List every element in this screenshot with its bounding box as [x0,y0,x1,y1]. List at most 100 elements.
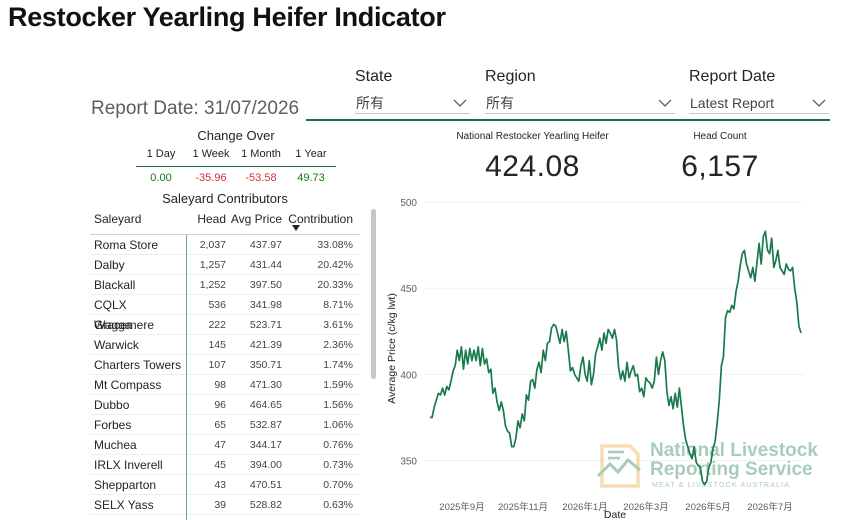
change-value-1-day: 0.00 [150,172,172,184]
head-count-cell: 222 [208,319,226,331]
saleyard-contributors-title: Saleyard Contributors [162,191,288,206]
report-date-filter[interactable]: Report Date Latest Report [689,68,829,114]
contribution-cell: 0.73% [323,459,353,471]
column-header-head[interactable]: Head [197,212,226,226]
y-tick-label: 350 [400,457,417,468]
contribution-cell: 33.08% [317,239,353,251]
table-row[interactable]: Mt Compass 98 471.30 1.59% [90,375,360,395]
y-tick-label: 400 [400,370,417,381]
saleyard-name-cell: Roma Store [94,238,159,252]
x-tick-label: 2025年11月 [498,501,548,513]
state-dropdown-value: 所有 [356,95,384,111]
column-header-avg-price[interactable]: Avg Price [230,212,282,226]
contribution-cell: 0.76% [323,439,353,451]
change-over-title: Change Over [197,128,275,143]
saleyard-name-cell: CQLX Gracemere [94,298,155,332]
head-count-cell: 1,257 [199,259,226,271]
table-row[interactable]: Wagga 222 523.71 3.61% [90,315,360,335]
avg-price-cell: 394.00 [249,459,282,471]
chevron-down-icon [812,94,826,108]
report-date-filter-label: Report Date [689,68,776,85]
avg-price-cell: 470.51 [249,479,282,491]
table-row[interactable]: SELX Yass 39 528.82 0.63% [90,495,360,515]
contribution-cell: 2.36% [323,339,353,351]
nlrs-logo-icon [596,444,641,488]
chevron-down-icon [658,94,672,108]
contribution-cell: 8.71% [323,299,353,311]
saleyard-name-cell: Dalby [94,258,125,272]
table-row[interactable]: Charters Towers 107 350.71 1.74% [90,355,360,375]
avg-price-cell: 431.44 [249,259,282,271]
avg-price-cell: 464.65 [249,399,282,411]
head-count-cell: 98 [214,379,226,391]
y-tick-label: 450 [400,284,417,295]
column-header-saleyard[interactable]: Saleyard [94,212,142,226]
contribution-cell: 1.06% [323,419,353,431]
head-count-cell: 1,252 [199,279,226,291]
region-filter[interactable]: Region 所有 [485,68,675,114]
column-header-contribution[interactable]: Contribution [288,212,353,226]
state-filter-label: State [355,68,393,85]
state-dropdown[interactable]: 所有 [355,92,470,114]
state-filter[interactable]: State 所有 [355,68,470,114]
change-header-1-year: 1 Year [295,148,327,160]
watermark-line-3: MEAT & LIVESTOCK AUSTRALIA [652,482,791,489]
page-title: Restocker Yearling Heifer Indicator [8,2,446,32]
contribution-cell: 0.63% [323,499,353,511]
head-count-cell: 43 [214,479,226,491]
saleyard-name-cell: Charters Towers [94,358,182,372]
avg-price-cell: 421.39 [249,339,282,351]
table-row[interactable]: Shepparton 43 470.51 0.70% [90,475,360,495]
saleyard-name-cell: Shepparton [94,478,157,492]
table-row[interactable]: Forbes 65 532.87 1.06% [90,415,360,435]
column-divider [186,235,187,520]
change-header-1-month: 1 Month [241,148,281,160]
head-count-cell: 145 [208,339,226,351]
y-tick-label: 500 [400,198,417,209]
x-tick-label: 2026年3月 [623,501,668,513]
table-row[interactable]: Roma Store 2,037 437.97 33.08% [90,235,360,255]
head-count-cell: 536 [208,299,226,311]
saleyard-name-cell: SELX Yass [94,498,154,512]
x-tick-label: 2026年1月 [562,501,607,513]
contribution-cell: 3.61% [323,319,353,331]
avg-price-cell: 350.71 [249,359,282,371]
x-tick-label: 2026年5月 [685,501,730,513]
saleyard-name-cell: Mt Compass [94,378,162,392]
table-scrollbar[interactable] [371,209,376,379]
indicator-value: 424.08 [485,150,580,183]
report-date-text: Report Date: 31/07/2026 [91,98,300,119]
chevron-down-icon [453,94,467,108]
table-row[interactable]: Dalby 1,257 431.44 20.42% [90,255,360,275]
avg-price-cell: 341.98 [249,299,282,311]
table-row[interactable]: Muchea 47 344.17 0.76% [90,435,360,455]
report-date-dropdown[interactable]: Latest Report [689,92,829,114]
saleyard-name-cell: Wagga [94,318,132,332]
region-filter-label: Region [485,68,536,85]
change-value-1-week: -35.96 [195,172,227,184]
head-count-cell: 96 [214,399,226,411]
table-row[interactable]: IRLX Inverell 45 394.00 0.73% [90,455,360,475]
change-value-1-month: -53.58 [245,172,277,184]
change-header-1-day: 1 Day [146,148,176,160]
table-row[interactable]: CQLX Gracemere 536 341.98 8.71% [90,295,360,332]
x-axis-label: Date [604,509,626,520]
avg-price-cell: 471.30 [249,379,282,391]
table-row[interactable]: Dubbo 96 464.65 1.56% [90,395,360,415]
avg-price-cell: 532.87 [249,419,282,431]
head-count-cell: 65 [214,419,226,431]
region-dropdown[interactable]: 所有 [485,92,675,114]
indicator-label: National Restocker Yearling Heifer [456,131,609,142]
table-row[interactable]: Blackall 1,252 397.50 20.33% [90,275,360,295]
watermark-line-1: National Livestock [650,440,818,461]
table-row[interactable]: Warwick 145 421.39 2.36% [90,335,360,355]
chart-svg: 350 400 450 500 2025年9月 2025年11月 2026年1月 2026年3… [386,198,805,520]
y-axis-label: Average Price (c/kg lwt) [386,293,398,404]
table-header: Saleyard Head Avg Price Contribution [90,207,360,235]
saleyard-name-cell: IRLX Inverell [94,458,163,472]
head-count-cell: 45 [214,459,226,471]
avg-price-cell: 523.71 [249,319,282,331]
saleyard-table: Saleyard Head Avg Price Contribution Rom… [90,207,360,515]
change-value-1-year: 49.73 [297,172,325,184]
avg-price-cell: 528.82 [249,499,282,511]
